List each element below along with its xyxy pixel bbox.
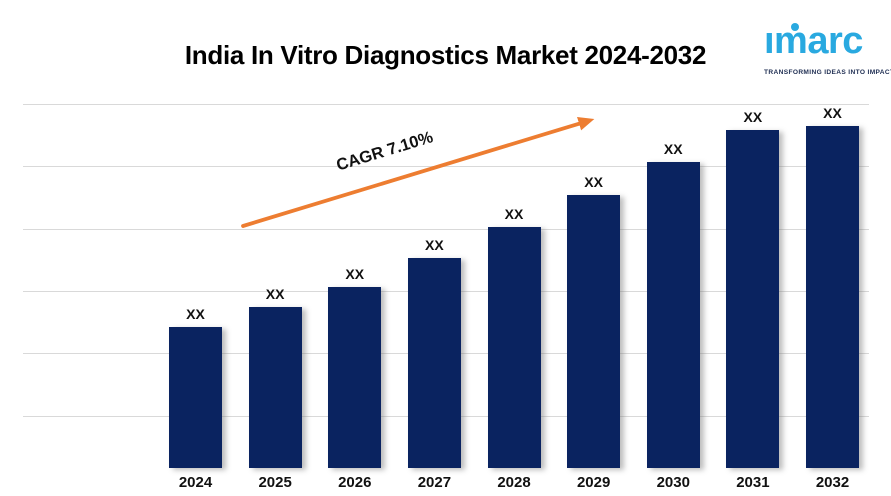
bar-year-label: 2027	[417, 474, 452, 491]
chart-title: India In Vitro Diagnostics Market 2024-2…	[184, 40, 707, 70]
bar-group-2025: XX 2025	[248, 286, 302, 490]
bars-container: XX 2024 XX 2025 XX 2026 XX 2027 XX 2028 …	[169, 0, 859, 490]
gridline	[23, 104, 869, 105]
bar-year-label: 2030	[656, 474, 690, 491]
bar-group-2026: XX 2026	[328, 266, 382, 490]
bar-group-2024: XX 2024	[169, 306, 222, 490]
logo-tagline: TRANSFORMING IDEAS INTO IMPACT	[764, 69, 891, 76]
bar-year-label: 2028	[497, 474, 531, 491]
bar-group-2028: XX 2028	[487, 206, 541, 490]
bar-value-label: XX	[663, 141, 683, 157]
bar-group-2027: XX 2027	[407, 237, 461, 490]
bar-group-2031: XX 2031	[726, 109, 780, 490]
bar-2025	[248, 307, 302, 468]
bar-year-label: 2025	[258, 474, 292, 491]
bar-2024	[169, 327, 222, 468]
bar-2026	[328, 287, 382, 468]
gridline	[23, 228, 869, 230]
bar-2030	[646, 162, 700, 468]
bar-value-label: XX	[504, 206, 524, 222]
bar-group-2030: XX 2030	[646, 141, 700, 490]
bar-year-label: 2031	[736, 474, 770, 491]
bar-value-label: XX	[823, 105, 842, 121]
bar-2027	[407, 258, 461, 468]
bar-2029	[567, 195, 621, 468]
bar-year-label: 2026	[338, 474, 372, 491]
bar-2028	[487, 227, 541, 468]
bar-value-label: XX	[265, 286, 285, 302]
logo-i-dot-icon	[791, 23, 799, 31]
bar-value-label: XX	[345, 266, 365, 282]
bar-group-2032: XX 2032	[806, 105, 859, 490]
bar-value-label: XX	[425, 237, 444, 253]
bar-2031	[726, 130, 780, 468]
logo-wordmark-row: ımarc	[764, 20, 876, 68]
bar-group-2029: XX 2029	[567, 174, 621, 490]
imarc-logo: ımarc TRANSFORMING IDEAS INTO IMPACT	[764, 20, 891, 76]
bar-2032	[806, 126, 859, 468]
bar-value-label: XX	[584, 174, 603, 190]
bar-value-label: XX	[186, 306, 205, 322]
bar-value-label: XX	[743, 109, 763, 125]
logo-wordmark: ımarc	[764, 20, 863, 62]
bar-year-label: 2029	[576, 474, 611, 491]
bar-year-label: 2024	[178, 474, 213, 491]
bar-year-label: 2032	[815, 474, 850, 491]
